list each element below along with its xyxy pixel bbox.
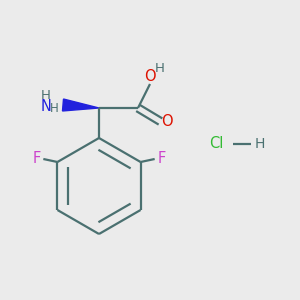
Text: F: F (158, 151, 166, 166)
Text: O: O (144, 69, 156, 84)
Text: O: O (161, 114, 173, 129)
Text: N: N (40, 99, 51, 114)
Text: Cl: Cl (209, 136, 223, 152)
Text: H: H (155, 62, 165, 75)
Polygon shape (62, 99, 99, 111)
Text: F: F (32, 151, 40, 166)
Text: H: H (41, 89, 50, 102)
Text: H: H (254, 137, 265, 151)
Text: H: H (50, 101, 58, 115)
